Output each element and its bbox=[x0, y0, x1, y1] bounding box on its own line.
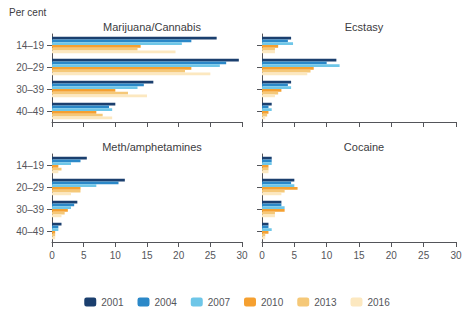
svg-text:Cocaine: Cocaine bbox=[344, 141, 384, 153]
svg-text:25: 25 bbox=[418, 250, 430, 261]
svg-text:2004: 2004 bbox=[155, 297, 178, 308]
svg-text:2001: 2001 bbox=[101, 297, 124, 308]
svg-text:Per cent: Per cent bbox=[9, 7, 46, 18]
svg-text:5: 5 bbox=[81, 250, 87, 261]
svg-text:25: 25 bbox=[205, 250, 217, 261]
svg-text:5: 5 bbox=[292, 250, 298, 261]
svg-text:20: 20 bbox=[173, 250, 185, 261]
svg-text:20–29: 20–29 bbox=[16, 62, 44, 73]
svg-text:15: 15 bbox=[353, 250, 365, 261]
svg-text:10: 10 bbox=[110, 250, 122, 261]
svg-text:20–29: 20–29 bbox=[16, 182, 44, 193]
svg-text:2016: 2016 bbox=[367, 297, 390, 308]
svg-text:40–49: 40–49 bbox=[16, 106, 44, 117]
svg-text:10: 10 bbox=[321, 250, 333, 261]
svg-text:30: 30 bbox=[450, 250, 462, 261]
svg-text:14–19: 14–19 bbox=[16, 40, 44, 51]
svg-text:14–19: 14–19 bbox=[16, 160, 44, 171]
svg-text:2013: 2013 bbox=[314, 297, 337, 308]
svg-text:30–39: 30–39 bbox=[16, 204, 44, 215]
svg-text:2007: 2007 bbox=[208, 297, 231, 308]
svg-text:15: 15 bbox=[141, 250, 153, 261]
svg-text:2010: 2010 bbox=[261, 297, 284, 308]
svg-text:40–49: 40–49 bbox=[16, 226, 44, 237]
svg-text:0: 0 bbox=[259, 250, 265, 261]
svg-text:20: 20 bbox=[386, 250, 398, 261]
svg-text:30: 30 bbox=[236, 250, 248, 261]
svg-text:0: 0 bbox=[49, 250, 55, 261]
svg-text:Meth/amphetamines: Meth/amphetamines bbox=[102, 141, 202, 153]
svg-text:Marijuana/Cannabis: Marijuana/Cannabis bbox=[103, 21, 201, 33]
svg-text:Ecstasy: Ecstasy bbox=[345, 21, 384, 33]
svg-text:30–39: 30–39 bbox=[16, 84, 44, 95]
